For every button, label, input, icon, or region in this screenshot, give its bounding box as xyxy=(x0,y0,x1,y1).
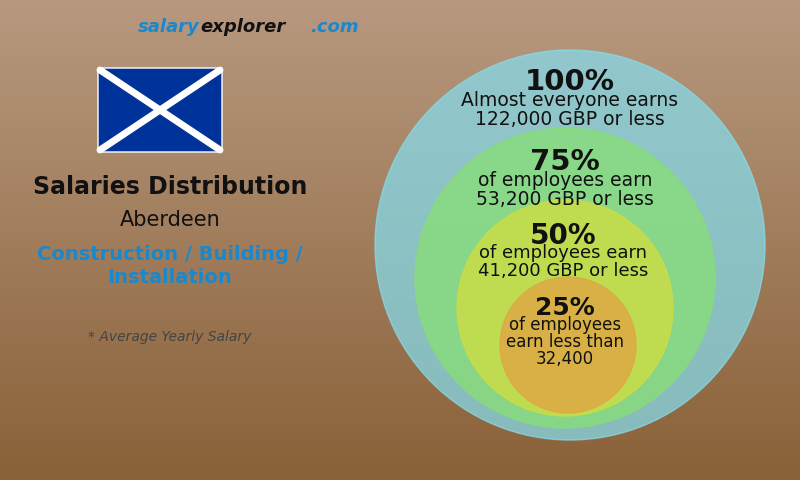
Circle shape xyxy=(415,128,715,428)
Text: 50%: 50% xyxy=(530,222,596,250)
Text: .com: .com xyxy=(310,18,358,36)
Text: salary: salary xyxy=(138,18,200,36)
Text: * Average Yearly Salary: * Average Yearly Salary xyxy=(88,330,252,344)
Text: Aberdeen: Aberdeen xyxy=(120,210,220,230)
Text: explorer: explorer xyxy=(200,18,286,36)
Text: earn less than: earn less than xyxy=(506,333,624,351)
Text: Construction / Building /: Construction / Building / xyxy=(37,245,303,264)
Circle shape xyxy=(457,200,673,416)
Circle shape xyxy=(375,50,765,440)
Circle shape xyxy=(500,277,636,413)
FancyBboxPatch shape xyxy=(98,68,222,152)
Text: 75%: 75% xyxy=(530,148,600,176)
Text: 100%: 100% xyxy=(525,68,615,96)
Text: 53,200 GBP or less: 53,200 GBP or less xyxy=(476,190,654,209)
Text: of employees: of employees xyxy=(509,316,621,334)
Text: of employees earn: of employees earn xyxy=(479,244,647,262)
Text: 41,200 GBP or less: 41,200 GBP or less xyxy=(478,262,648,280)
Text: Salaries Distribution: Salaries Distribution xyxy=(33,175,307,199)
Text: 25%: 25% xyxy=(535,296,595,320)
Text: of employees earn: of employees earn xyxy=(478,171,652,190)
Text: Installation: Installation xyxy=(108,268,232,287)
Text: 32,400: 32,400 xyxy=(536,350,594,368)
Text: Almost everyone earns: Almost everyone earns xyxy=(462,91,678,110)
Text: 122,000 GBP or less: 122,000 GBP or less xyxy=(475,110,665,129)
